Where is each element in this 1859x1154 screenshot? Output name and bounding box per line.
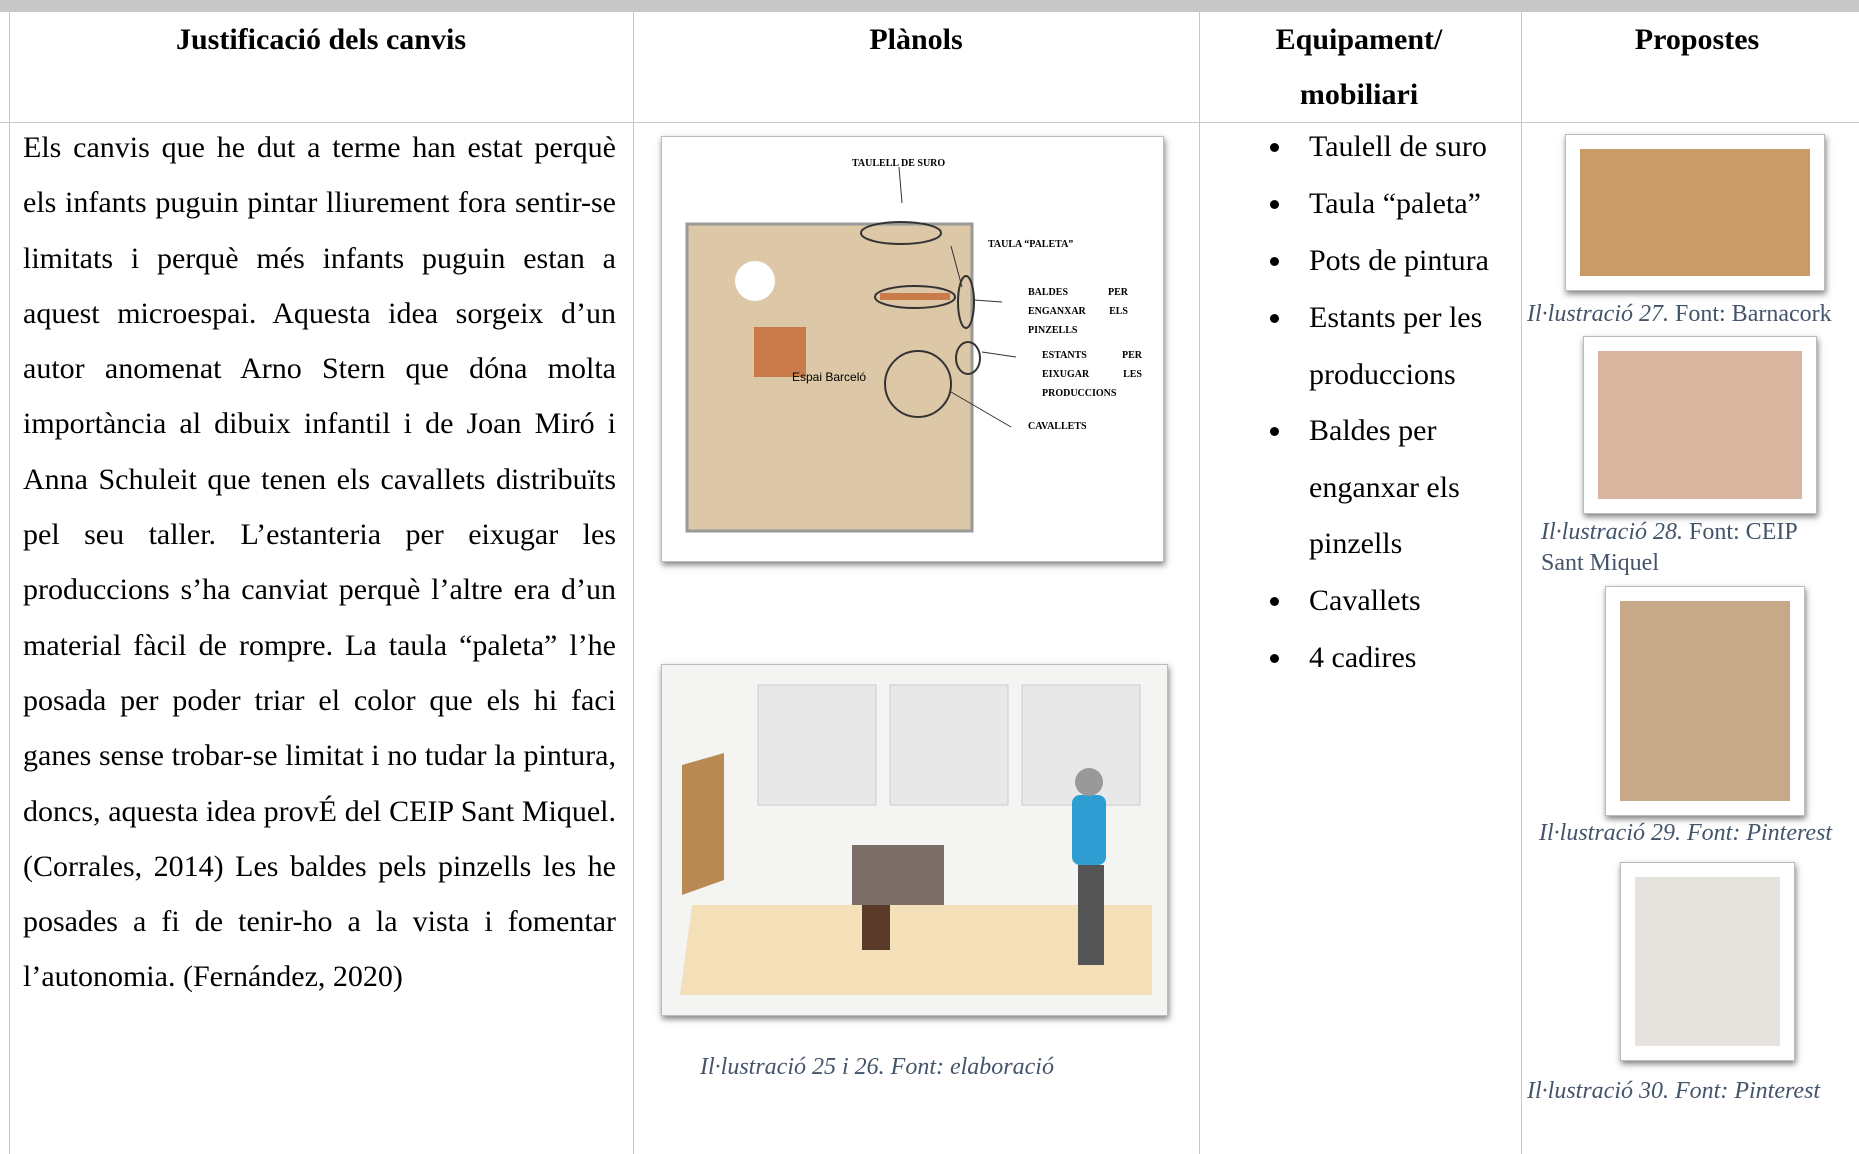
plan-label: BALDES PER ENGANXAR ELS PINZELLS — [1028, 287, 1128, 336]
plan-caption: Il·lustració 25 i 26. Font: elaboració — [700, 1054, 1054, 1080]
col-line — [9, 12, 10, 1154]
equipment-item: 4 cadires — [1270, 630, 1519, 687]
top-bar — [0, 0, 1859, 12]
equipment-item: Taulell de suro — [1270, 119, 1519, 176]
photo — [1580, 149, 1810, 276]
equipment-item: Pots de pintura — [1270, 233, 1519, 290]
proposal-caption: Il·lustració 27. Font: Barnacork — [1527, 299, 1859, 330]
caption-label: Il·lustració 28. — [1541, 519, 1683, 545]
photo — [1598, 351, 1802, 499]
photo — [1635, 877, 1780, 1046]
equipment-item: Baldes per enganxar els pinzells — [1270, 403, 1519, 573]
header: Plànols — [869, 23, 963, 56]
plan-drawing — [685, 166, 1017, 533]
proposal-image — [1565, 134, 1825, 291]
caption-source: Font: Barnacork — [1675, 301, 1832, 327]
proposal-caption: Il·lustració 29. Font: Pinterest — [1539, 818, 1859, 849]
photo — [1620, 601, 1790, 801]
proposal-caption: Il·lustració 28. Font: CEIP Sant Miquel — [1541, 517, 1841, 579]
proposal-image — [1620, 862, 1795, 1061]
proposal-image — [1583, 336, 1817, 514]
plan-label: TAULA “PALETA” — [988, 239, 1074, 250]
justification: Els canvis que he dut a terme han estat … — [23, 131, 616, 994]
room-name: Espai Barceló — [792, 370, 867, 384]
render-drawing — [680, 684, 1152, 995]
proposal-image — [1605, 586, 1805, 816]
floor-plan: TAULELL DE SURO TAULA “PALETA” BALDES PE… — [661, 136, 1164, 562]
header: Justificació dels canvis — [176, 23, 466, 56]
plan-label: TAULELL DE SURO — [852, 158, 946, 169]
header: Equipament/ mobiliari — [1275, 23, 1443, 111]
proposal-caption: Il·lustració 30. Font: Pinterest — [1527, 1076, 1859, 1107]
plan-label: CAVALLETS — [1028, 421, 1087, 432]
room-render — [661, 664, 1168, 1016]
col-line — [1199, 12, 1200, 1154]
equipment-item: Estants per les produccions — [1270, 290, 1519, 403]
caption-source: Font: Pinterest — [1687, 820, 1833, 846]
col-line — [633, 12, 634, 1154]
caption-source: Font: CEIP Sant Miquel — [1541, 519, 1797, 576]
equipment-item: Taula “paleta” — [1270, 176, 1519, 233]
row-line — [0, 122, 1859, 123]
header: Propostes — [1634, 23, 1760, 56]
caption-source: Font: Pinterest — [1675, 1078, 1821, 1104]
col-line — [1521, 12, 1522, 1154]
plan-label: ESTANTS PER EIXUGAR LES PRODUCCIONS — [1042, 350, 1142, 399]
equipment-item: Cavallets — [1270, 573, 1519, 630]
caption-label: Il·lustració 30. — [1527, 1078, 1669, 1104]
caption-label: Il·lustració 27. — [1527, 301, 1669, 327]
caption-label: Il·lustració 29. — [1539, 820, 1681, 846]
